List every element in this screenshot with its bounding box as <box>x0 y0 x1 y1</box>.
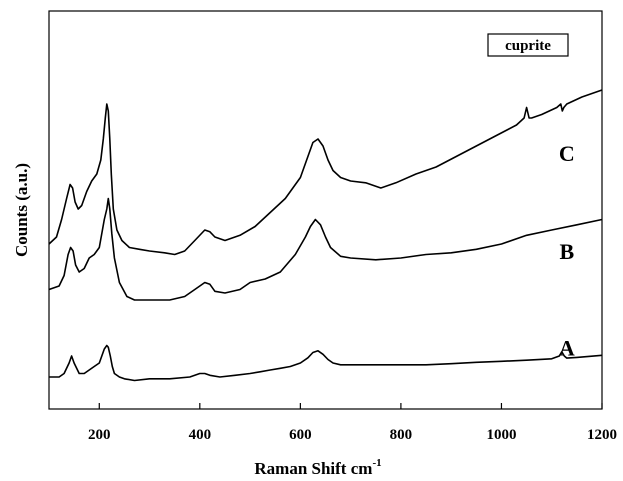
series-line-a <box>49 344 603 382</box>
x-tick-label: 1200 <box>587 427 617 443</box>
series-line-b <box>48 197 603 301</box>
series-label-a: A <box>559 335 575 360</box>
x-axis-title: Raman Shift cm-1 <box>254 457 381 478</box>
x-tick-label: 800 <box>390 427 413 443</box>
series-label-b: B <box>559 239 574 264</box>
plot-frame <box>48 10 603 410</box>
x-axis-title-superscript: -1 <box>372 457 381 469</box>
legend-frame <box>487 33 569 57</box>
legend-label: cuprite <box>505 38 551 54</box>
series-labels: A B C <box>559 141 575 360</box>
x-tick-label: 600 <box>289 427 312 443</box>
x-axis-ticks: 200 400 600 800 1000 1200 <box>88 403 617 443</box>
series-line-c <box>48 89 603 256</box>
y-axis-title: Counts (a.u.) <box>12 163 31 257</box>
x-axis-title-text: Raman Shift cm <box>254 459 372 478</box>
x-tick-label: 400 <box>189 427 212 443</box>
series-lines <box>48 89 603 382</box>
x-tick-label: 1000 <box>486 427 516 443</box>
series-label-c: C <box>559 141 575 166</box>
x-tick-label: 200 <box>88 427 111 443</box>
legend-box: cuprite <box>487 33 569 57</box>
